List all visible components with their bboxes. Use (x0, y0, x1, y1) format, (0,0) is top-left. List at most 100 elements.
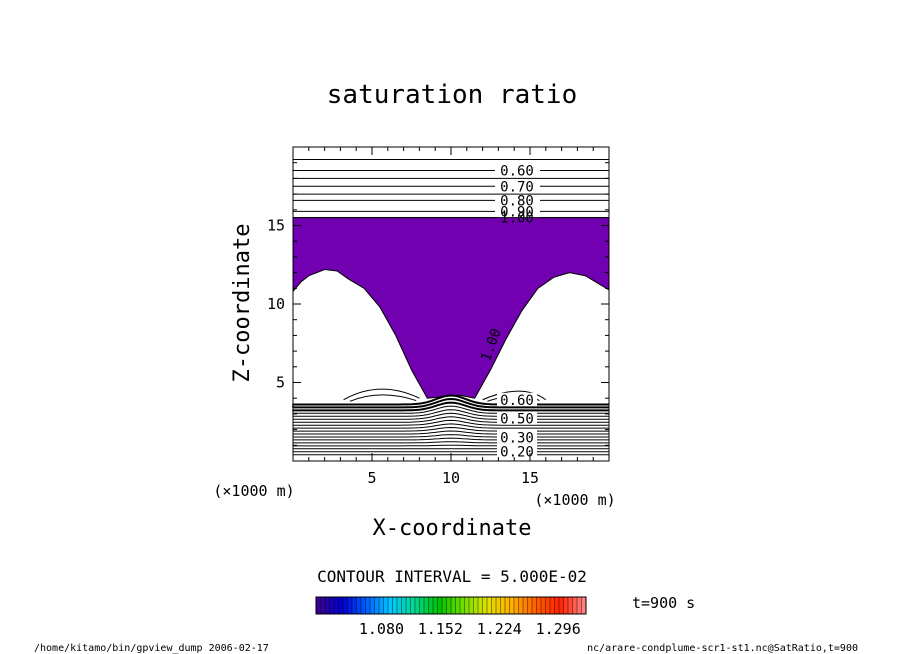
footer-right: nc/arare-condplume-scr1-st1.nc@SatRatio,… (587, 643, 858, 654)
lower-contour-line (292, 441, 609, 444)
colorbar-cell (577, 597, 582, 614)
footer-left: /home/kitamo/bin/gpview_dump 2006-02-17 (34, 643, 269, 654)
contour-label: 0.50 (500, 412, 534, 428)
x-unit-label: (×1000 m) (534, 491, 615, 509)
colorbar-cell (415, 597, 420, 614)
colorbar-cell (473, 597, 479, 614)
colorbar-cell (568, 597, 573, 614)
lower-contour-line (292, 430, 609, 435)
lower-contour-line (292, 397, 609, 409)
colorbar-cell (392, 597, 398, 614)
lower-contour-line (292, 419, 609, 426)
colorbar-cell (554, 597, 560, 614)
colorbar-cell (334, 597, 339, 614)
plot-area: 0.600.700.800.901.001.000.600.500.300.20… (267, 146, 610, 487)
colorbar-tick-label: 1.224 (477, 620, 522, 638)
contour-label: 0.60 (500, 164, 534, 180)
colorbar-cell (478, 597, 483, 614)
colorbar-cell (451, 597, 456, 614)
contour-label-bg (497, 444, 537, 458)
colorbar-cell (433, 597, 438, 614)
lower-contour-line (292, 416, 609, 423)
colorbar-cell (428, 597, 434, 614)
colorbar-cell (460, 597, 465, 614)
contour-label: 1.00 (500, 211, 534, 227)
colorbar-cell (325, 597, 330, 614)
contour-wisp (482, 390, 547, 401)
contour-label: 0.70 (500, 179, 534, 195)
lower-contour-line (292, 401, 609, 412)
colorbar-cell (374, 597, 380, 614)
colorbar-cell (370, 597, 375, 614)
lower-contour-line (292, 444, 609, 447)
colorbar-cell (379, 597, 384, 614)
lower-contour-line (292, 437, 609, 441)
y-axis-label: Z-coordinate (230, 224, 255, 383)
colorbar-cell (343, 597, 348, 614)
x-tick-label: 5 (367, 469, 376, 487)
colorbar-cell (329, 597, 335, 614)
time-label: t=900 s (632, 594, 695, 612)
chart-title: saturation ratio (327, 80, 577, 110)
colorbar-cell (496, 597, 501, 614)
colorbar-cell (532, 597, 537, 614)
colorbar-cell (505, 597, 510, 614)
contour-label: 0.80 (500, 193, 534, 209)
colorbar-cell (469, 597, 474, 614)
colorbar-cell (545, 597, 551, 614)
colorbar-cell (527, 597, 533, 614)
upper-contour-lines (293, 159, 609, 219)
contour-wisp (343, 388, 420, 401)
colorbar-cell (338, 597, 344, 614)
x-axis-label: X-coordinate (373, 516, 532, 541)
contour-label: 0.30 (500, 430, 534, 446)
colorbar-cell (550, 597, 555, 614)
colorbar-tick-label: 1.080 (359, 620, 404, 638)
colorbar-cell (442, 597, 447, 614)
contour-label: 0.20 (500, 445, 534, 461)
contour-interval-text: CONTOUR INTERVAL = 5.000E-02 (317, 567, 587, 586)
colorbar-cell (514, 597, 519, 614)
colorbar-cell (500, 597, 506, 614)
colorbar-frame (315, 596, 587, 615)
colorbar-cell (361, 597, 366, 614)
colorbar-cell (406, 597, 411, 614)
colorbar-cell (581, 597, 587, 614)
colorbar-cell (316, 597, 321, 614)
axis-ticks: 5 10 15 5 10 15 (267, 147, 609, 487)
colorbar-tick-label: 1.152 (418, 620, 463, 638)
colorbar-cell (523, 597, 528, 614)
colorbar-cell (509, 597, 515, 614)
contour-label-bg (497, 392, 537, 406)
x-tick-label: 10 (442, 469, 460, 487)
lower-contour-line (292, 426, 609, 432)
y-unit-label: (×1000 m) (213, 482, 294, 500)
contour-label: 0.60 (500, 393, 534, 409)
colorbar-cell (356, 597, 362, 614)
colorbar-cell (455, 597, 461, 614)
colorbar-cell (401, 597, 407, 614)
colorbar-cell (518, 597, 524, 614)
colorbar (315, 597, 587, 614)
colorbar-cell (536, 597, 542, 614)
x-tick-label: 15 (521, 469, 539, 487)
colorbar-cell (410, 597, 416, 614)
contour-label-bg (497, 411, 537, 425)
colorbar-cell (491, 597, 497, 614)
lower-contour-line (292, 423, 609, 429)
lower-contour-line (292, 434, 609, 438)
colorbar-cell (365, 597, 371, 614)
colorbar-cell (437, 597, 443, 614)
contour-label-bg (497, 430, 537, 444)
colorbar-tick-label: 1.296 (536, 620, 581, 638)
supersaturated-region (292, 217, 610, 399)
colorbar-cell (446, 597, 452, 614)
colorbar-cell (572, 597, 578, 614)
lower-contour-line (292, 394, 609, 406)
y-tick-label: 5 (276, 374, 285, 392)
colorbar-cell (559, 597, 564, 614)
contour-label: 0.90 (500, 204, 534, 220)
colorbar-cell (388, 597, 393, 614)
colorbar-cell (487, 597, 492, 614)
